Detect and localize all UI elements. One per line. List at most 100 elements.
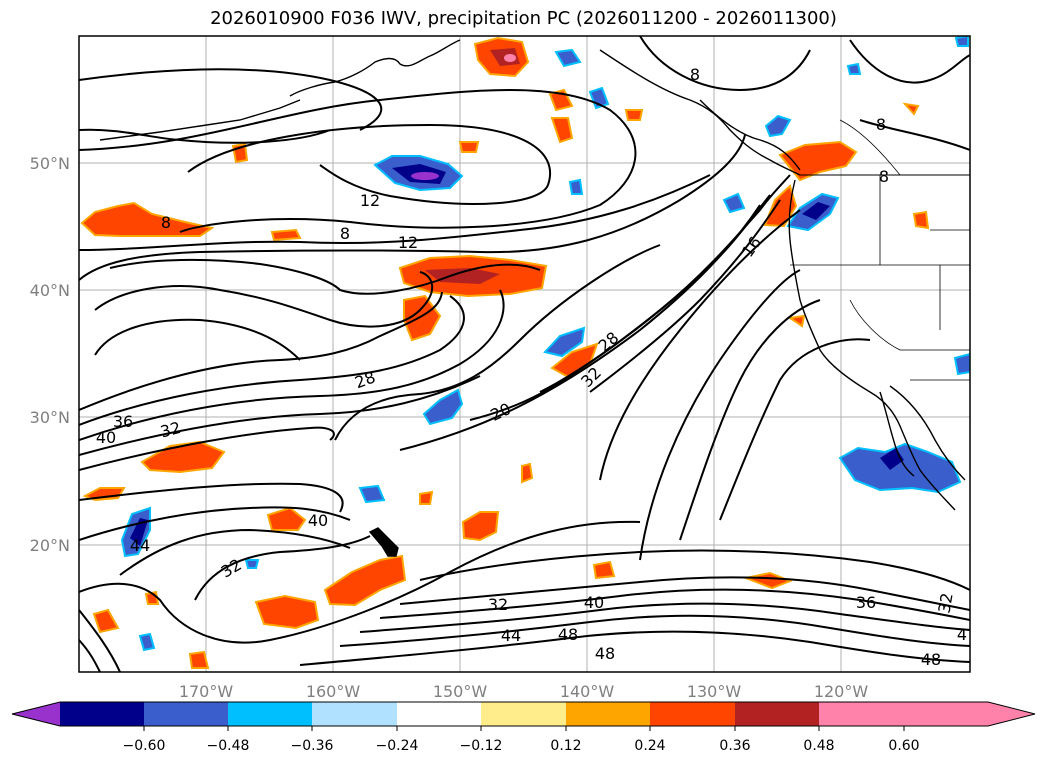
precip-area [358,484,386,504]
colorbar-tick-label: −0.12 [460,738,503,754]
colorbar-tick-label: 0.36 [719,738,750,754]
precip-area [778,140,858,182]
precip-area [787,314,806,328]
contour-label: 48 [921,650,941,669]
colorbar-segment [566,702,650,726]
iwv-contour [334,244,661,441]
iwv-contour [79,174,711,251]
precip-area [92,608,120,634]
contour-label: 12 [360,191,380,210]
contour-label: 8 [340,224,350,243]
iwv-contour [79,291,443,411]
precip-area [270,228,302,242]
precip-area [323,554,407,607]
colorbar-high-extend [988,702,1035,726]
alaska-coast [289,39,461,97]
precip-area [722,192,746,214]
precip-area [802,202,830,220]
precip-area [266,506,307,531]
colorbar-segment [481,702,566,726]
iwv-contour [859,119,970,151]
colorbar-tick-label: 0.60 [888,738,919,754]
colorbar-segment [819,702,904,726]
precip-area [419,490,434,505]
colorbar-tick-label: −0.24 [376,738,419,754]
contour-label: 40 [308,511,328,530]
contour-label: 36 [113,412,133,431]
colorbar-segment [228,702,312,726]
iwv-contour [359,602,970,633]
contour-label: 48 [595,644,615,663]
contour-label: 44 [501,626,521,645]
contour-label: 4 [957,625,967,644]
colorbar-segment [397,702,481,726]
baja-peninsula [879,391,915,477]
precip-area [568,178,584,195]
iwv-contour [194,535,371,601]
iwv-contour [849,39,970,84]
precip-area [138,632,156,652]
precip-area [846,62,862,75]
colorbar-segment [735,702,819,726]
iwv-contour [79,375,481,456]
lon-label: 170°W [179,682,234,701]
contour-label: 32 [934,591,956,614]
aleutian-chain [99,99,301,141]
contour-label: 36 [856,593,876,612]
precip-area [912,210,930,230]
lat-label: 20°N [30,536,70,555]
precip-area [80,201,215,237]
precip-area [422,388,464,426]
province-boundary [839,119,901,176]
precip-area [140,440,226,474]
iwv-contour [79,134,746,281]
iwv-contour [79,609,121,672]
coastlines [99,39,970,557]
iwv-contour [399,576,970,611]
bc-coast [699,99,801,171]
iwv-contour [119,528,351,576]
iwv-contour [539,174,791,393]
iwv-contour [639,269,801,561]
iwv-contour [79,520,641,644]
contour-label: 8 [876,115,886,134]
latitude-labels: 20°N 30°N 40°N 50°N [30,154,70,555]
iwv-contour [79,295,465,426]
precip-area [764,114,792,138]
lon-label: 150°W [433,682,488,701]
contour-label: 44 [130,536,150,555]
colorbar-tick-label: 0.48 [803,738,834,754]
precip-area [954,36,969,47]
us-west-coast [788,179,956,511]
precip-area [550,117,574,144]
state-boundary [849,299,970,351]
iwv-contour [79,482,344,513]
colorbar-tick-label: −0.36 [291,738,334,754]
iwv-contour [79,506,351,541]
precip-area [624,109,644,121]
contour-label: 8 [879,167,889,186]
iwv-contours [79,36,970,672]
precip-area [82,487,126,502]
iwv-contour [679,299,821,541]
precip-area [543,326,586,358]
colorbar-ticks [143,726,905,731]
map-frame [78,35,971,673]
iwv-contour [79,89,637,233]
iwv-contour [79,289,505,441]
contour-label: 48 [558,625,578,644]
gulf-of-california [889,385,966,481]
iwv-contour [94,318,301,361]
state-boundary [910,379,970,400]
iwv-contour [719,338,871,521]
lon-label: 140°W [560,682,615,701]
lon-label: 120°W [814,682,869,701]
contour-label: 8 [161,213,171,232]
lon-label: 130°W [687,682,742,701]
lat-label: 40°N [30,281,70,300]
precip-area [425,268,500,284]
map-title: 2026010900 F036 IWV, precipitation PC (2… [210,8,837,29]
precip-area [953,352,970,376]
contour-label: 32 [158,418,183,442]
iwv-contour [589,199,781,393]
